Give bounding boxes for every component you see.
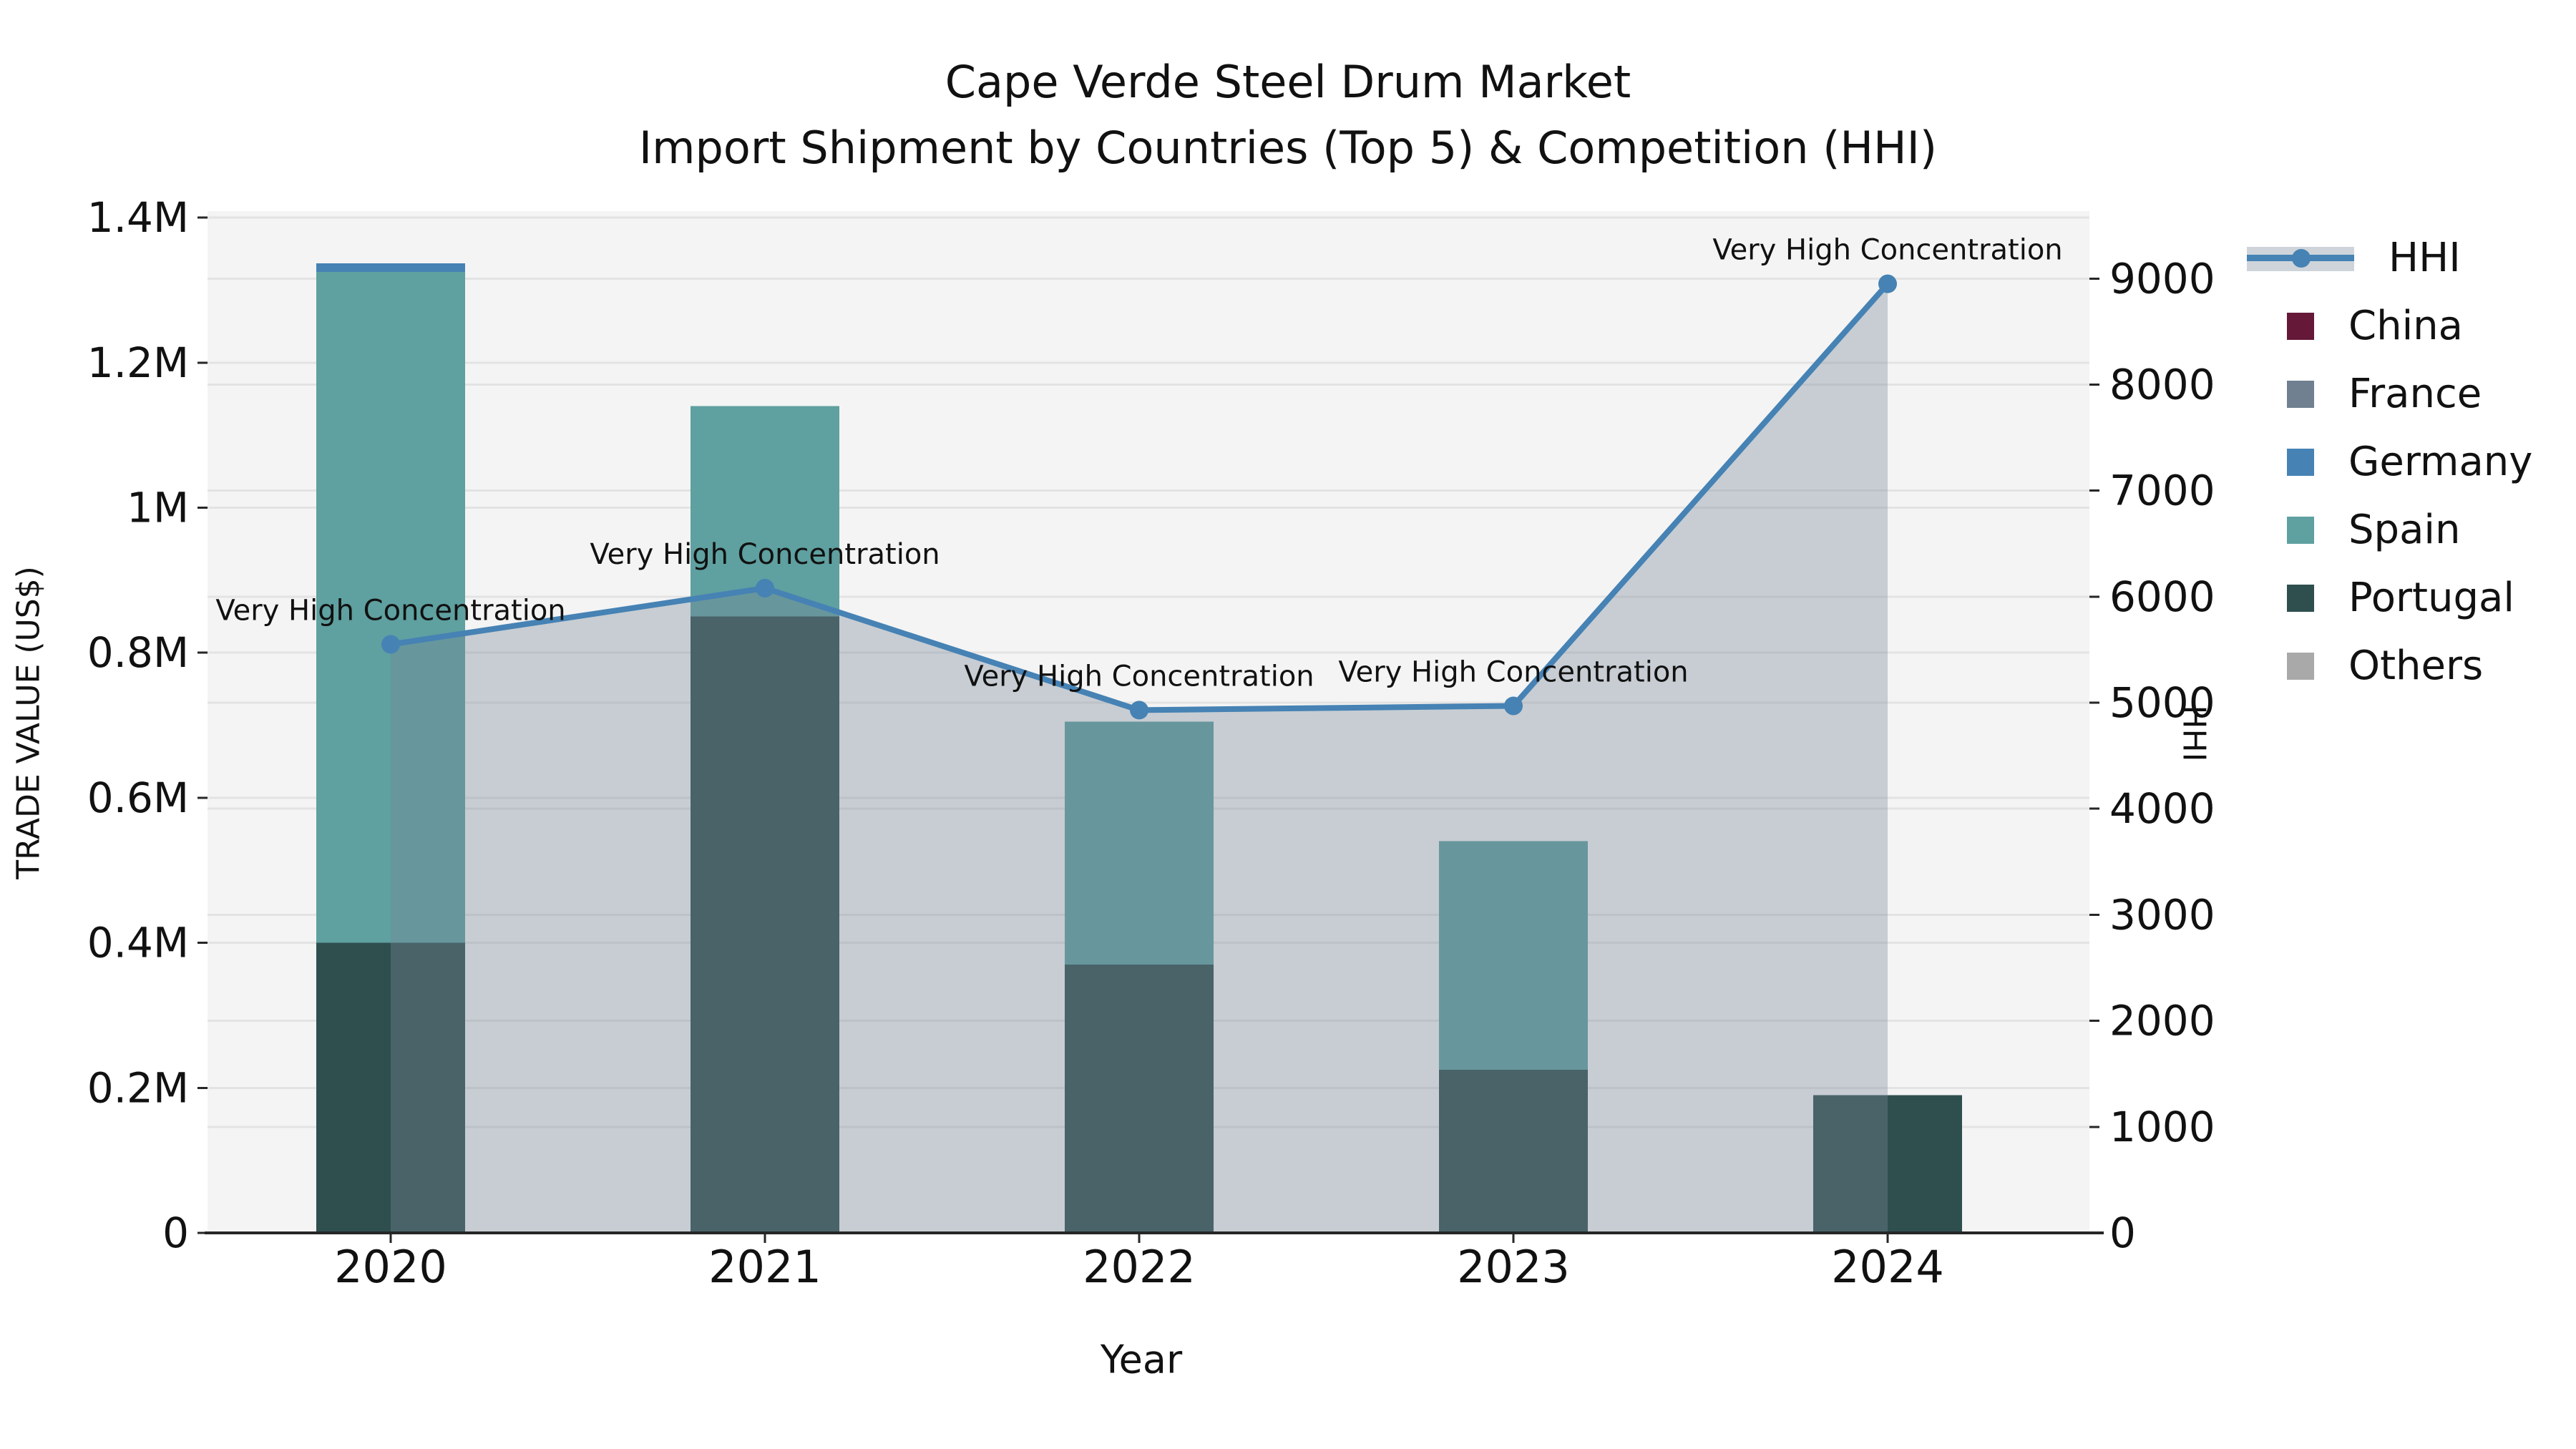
portugal-swatch-icon: [2287, 584, 2314, 612]
annotation-very-high-concentration: Very High Concentration: [964, 660, 1314, 693]
others-swatch-icon: [2287, 652, 2314, 680]
hhi-marker-2021: [756, 578, 774, 597]
bar-segment-spain-2020: [316, 272, 465, 943]
y-right-tick-label: 0: [2109, 1209, 2136, 1257]
legend-label: Others: [2348, 643, 2484, 689]
chart-title-line-1: Cape Verde Steel Drum Market: [945, 56, 1631, 108]
bar-segment-spain-2023: [1439, 841, 1588, 1070]
x-tick-label: 2024: [1831, 1241, 1944, 1293]
annotation-very-high-concentration: Very High Concentration: [215, 595, 565, 628]
y-right-tick-label: 4000: [2109, 784, 2215, 833]
annotation-very-high-concentration: Very High Concentration: [1338, 655, 1688, 688]
hhi-area-fill: [391, 283, 1888, 1234]
legend-label: China: [2348, 303, 2463, 349]
y-right-tick-label: 7000: [2109, 467, 2215, 515]
y-right-tick-label: 5000: [2109, 678, 2215, 727]
y-axis-right-title: HHI: [2175, 705, 2212, 762]
bar-segment-portugal-2022: [1065, 965, 1214, 1233]
y-left-tick-label: 0.8M: [87, 628, 189, 677]
hhi-marker-2020: [381, 635, 400, 654]
legend-label: Portugal: [2348, 575, 2514, 621]
y-left-tick-label: 0.6M: [87, 774, 189, 822]
y-right-tick-label: 2000: [2109, 997, 2215, 1045]
bar-segment-portugal-2020: [316, 942, 465, 1233]
legend-label: Germany: [2348, 439, 2533, 485]
hhi-marker-2022: [1130, 701, 1148, 720]
legend-label: France: [2348, 371, 2482, 417]
annotation-very-high-concentration: Very High Concentration: [590, 538, 940, 571]
germany-swatch-icon: [2287, 448, 2314, 476]
y-left-tick-label: 1.2M: [87, 338, 189, 387]
bar-segment-portugal-2024: [1813, 1095, 1962, 1233]
stacked-bars: [316, 263, 1962, 1233]
y-left-tick-label: 1.4M: [87, 193, 189, 242]
legend-label: Spain: [2348, 507, 2461, 553]
y-right-tick-label: 8000: [2109, 360, 2215, 409]
x-tick-label: 2022: [1083, 1241, 1196, 1293]
spain-swatch-icon: [2287, 516, 2314, 544]
y-right-tick-label: 6000: [2109, 572, 2215, 621]
x-tick-label: 2023: [1457, 1241, 1570, 1293]
chart-title-line-2: Import Shipment by Countries (Top 5) & C…: [638, 122, 1938, 174]
y-left-tick-label: 0.2M: [87, 1063, 189, 1112]
legend: HHI China France Germany Spain Portugal …: [2247, 224, 2562, 700]
legend-label: HHI: [2389, 235, 2461, 281]
legend-item-spain: Spain: [2247, 496, 2562, 564]
y-right-tick-label: 9000: [2109, 254, 2215, 303]
legend-item-hhi: HHI: [2247, 224, 2562, 292]
bar-segment-spain-2022: [1065, 721, 1214, 965]
y-axis-left-title: TRADE VALUE (US$): [10, 566, 47, 879]
hhi-line-marker-icon: [2247, 243, 2354, 274]
x-tick-label: 2020: [334, 1241, 447, 1293]
y-left-tick-label: 1M: [127, 484, 189, 532]
tick-marks: [197, 216, 2099, 1243]
legend-item-germany: Germany: [2247, 428, 2562, 496]
legend-item-china: China: [2247, 292, 2562, 360]
y-left-tick-label: 0: [162, 1209, 189, 1257]
france-swatch-icon: [2287, 380, 2314, 408]
y-right-tick-label: 3000: [2109, 890, 2215, 939]
bar-segment-portugal-2021: [691, 616, 839, 1233]
y-left-tick-label: 0.4M: [87, 919, 189, 967]
y-right-tick-label: 1000: [2109, 1103, 2215, 1151]
bar-segment-portugal-2023: [1439, 1069, 1588, 1233]
x-axis-title: Year: [1100, 1337, 1183, 1382]
hhi-marker-2023: [1504, 696, 1523, 716]
legend-item-france: France: [2247, 360, 2562, 428]
legend-item-others: Others: [2247, 632, 2562, 700]
legend-item-portugal: Portugal: [2247, 564, 2562, 632]
hhi-marker-2024: [1878, 274, 1897, 293]
annotation-very-high-concentration: Very High Concentration: [1712, 234, 2062, 267]
bar-segment-germany-2020: [316, 263, 465, 273]
china-swatch-icon: [2287, 312, 2314, 340]
x-tick-label: 2021: [708, 1241, 821, 1293]
